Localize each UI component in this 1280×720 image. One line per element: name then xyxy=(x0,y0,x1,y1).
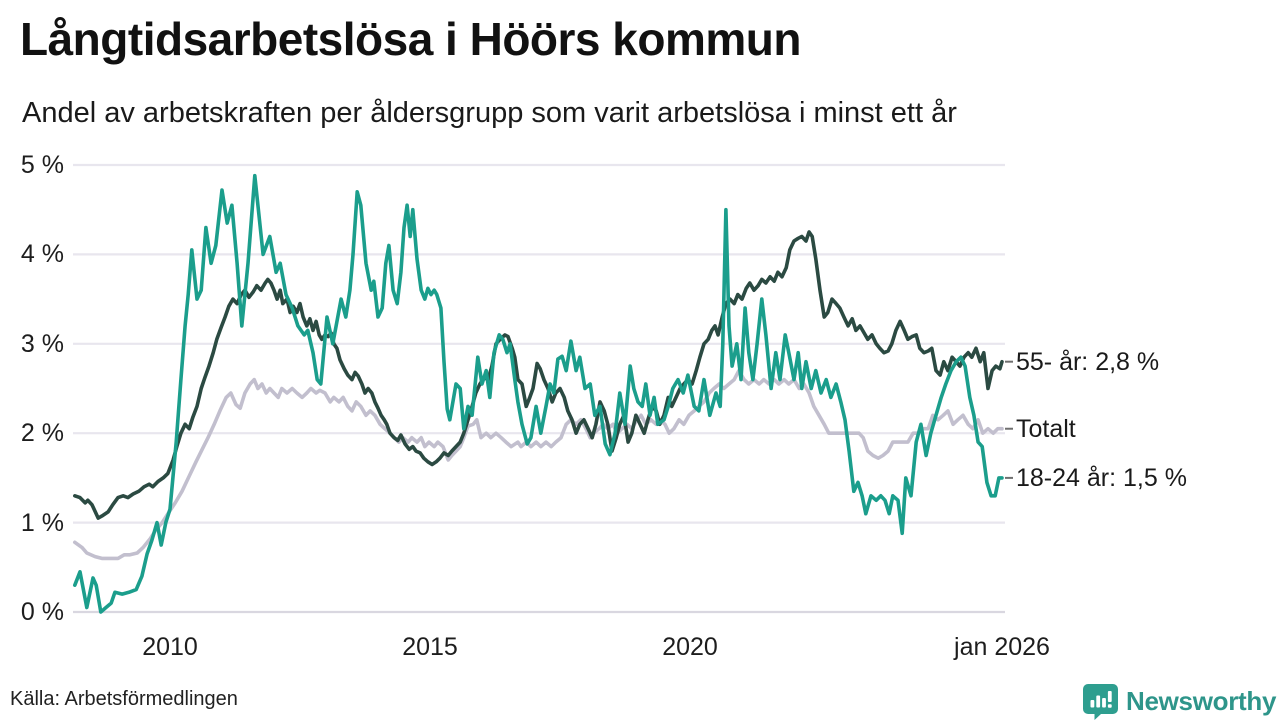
source-caption: Källa: Arbetsförmedlingen xyxy=(10,688,238,710)
series-end-label-totalt: Totalt xyxy=(1016,414,1076,443)
x-axis-tick-label: 2020 xyxy=(662,633,718,661)
chart-subtitle: Andel av arbetskraften per åldersgrupp s… xyxy=(22,97,957,129)
y-axis-tick-label: 0 % xyxy=(20,598,64,626)
newsworthy-icon xyxy=(1083,684,1118,720)
page-title: Långtidsarbetslösa i Höörs kommun xyxy=(20,13,801,65)
series-line-55- år xyxy=(73,230,1004,520)
series-end-label-55: 55- år: 2,8 % xyxy=(1016,347,1160,376)
series-end-label-18-24: 18-24 år: 1,5 % xyxy=(1016,463,1187,492)
brand-wordmark: Newsworthy xyxy=(1126,686,1277,716)
y-axis-tick-label: 3 % xyxy=(20,329,64,358)
y-axis-tick-label: 1 % xyxy=(20,508,64,537)
y-axis-tick-label: 2 % xyxy=(20,419,64,448)
y-axis-tick-label: 4 % xyxy=(20,240,64,269)
series-line-Totalt xyxy=(73,368,1004,561)
x-axis-tick-label: jan 2026 xyxy=(954,633,1050,661)
x-axis-tick-label: 2015 xyxy=(402,633,458,661)
y-axis-tick-label: 5 % xyxy=(20,151,64,179)
x-axis-tick-label: 2010 xyxy=(142,633,198,661)
brand-logo: Newsworthy xyxy=(1082,683,1276,720)
series-line-18-24 år xyxy=(73,173,1004,614)
